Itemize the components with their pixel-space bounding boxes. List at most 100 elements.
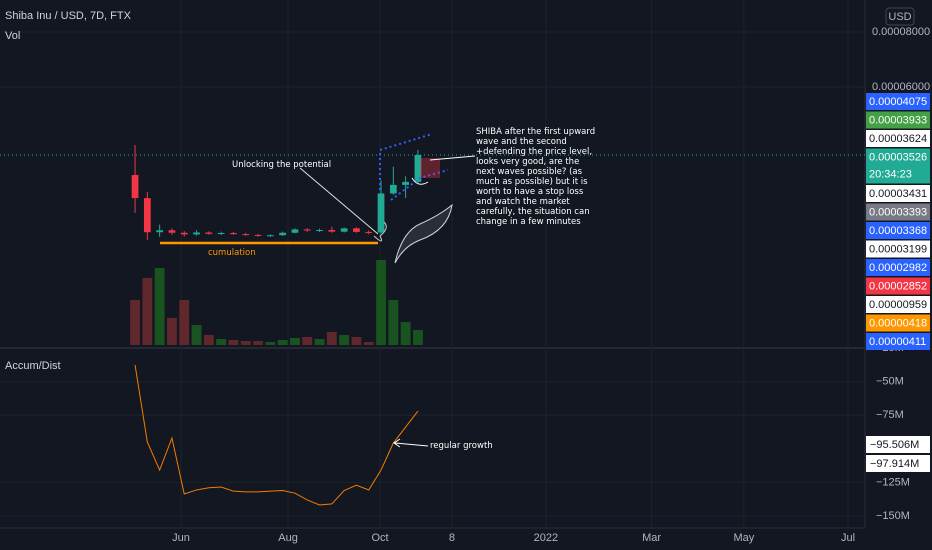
volume-bar <box>400 322 411 345</box>
price-countdown: 20:34:23 <box>869 168 912 180</box>
volume-bar <box>339 335 350 345</box>
volume-bar <box>216 339 227 345</box>
volume-bar <box>191 325 202 345</box>
wave-projection <box>390 169 449 201</box>
price-label-box <box>866 240 930 258</box>
y-tick-label: −150M <box>876 510 910 522</box>
y-tick-label: −125M <box>876 476 910 488</box>
chart-title: Shiba Inu / USD, 7D, FTX <box>5 10 132 22</box>
note-pointer <box>429 155 476 161</box>
price-label: 0.00002852 <box>869 280 927 292</box>
volume-bar <box>290 338 300 345</box>
growth-arrow <box>394 442 429 447</box>
x-tick-label: May <box>733 532 754 544</box>
price-label: 0.00000418 <box>869 317 927 329</box>
candle-body <box>180 232 188 235</box>
candle-body <box>377 193 385 233</box>
candle-body <box>254 234 262 236</box>
volume-bar <box>302 337 313 345</box>
candle-body <box>365 231 373 233</box>
volume-title: Vol <box>5 30 20 42</box>
candle-body <box>414 155 422 182</box>
candle-body <box>279 232 287 236</box>
candle-body <box>193 232 200 235</box>
y-tick-label: −50M <box>876 375 904 387</box>
volume-bar <box>130 300 140 345</box>
drawn-box <box>420 158 440 178</box>
candle-body <box>143 198 151 233</box>
price-label: 0.00003526 <box>869 151 927 163</box>
volume-bar <box>363 342 374 345</box>
price-label-box <box>866 111 930 129</box>
candle-body <box>389 184 397 194</box>
price-label: 0.00003624 <box>869 133 927 145</box>
volume-bar <box>179 300 190 345</box>
volume-bar <box>142 278 153 345</box>
price-label-box <box>866 277 930 295</box>
price-label: 0.00003368 <box>869 225 927 237</box>
price-label-box <box>866 130 930 147</box>
candle-body <box>402 181 410 185</box>
currency-label[interactable]: USD <box>888 11 911 23</box>
y-tick-label: 0.00008000 <box>872 26 930 38</box>
candle-body <box>156 230 164 233</box>
candle-body <box>168 230 176 233</box>
volume-bar <box>351 337 362 345</box>
drawings <box>160 133 476 448</box>
candle-body <box>266 235 274 237</box>
price-label: 0.00003199 <box>869 243 927 255</box>
volume-bar <box>265 342 276 345</box>
price-label-box <box>866 314 930 332</box>
price-label: 0.00003393 <box>869 206 927 218</box>
price-label-box <box>866 93 930 110</box>
volume-bar <box>240 341 251 345</box>
annotation: SHIBA after the first upward wave and th… <box>476 127 596 227</box>
candle-body <box>340 228 348 232</box>
price-label: 0.00003933 <box>869 114 927 126</box>
annotation: regular growth <box>430 441 493 451</box>
x-tick-label: 2022 <box>534 532 558 544</box>
indicator-title: Accum/Dist <box>5 360 61 372</box>
x-tick-label: Jul <box>841 532 855 544</box>
volume-bar <box>388 300 399 345</box>
volume-bar <box>228 340 239 345</box>
price-label-box <box>866 296 930 313</box>
indicator-label-box <box>866 436 930 453</box>
price-label: 0.00004075 <box>869 96 927 108</box>
price-label-box <box>866 203 930 221</box>
price-label: 0.00000959 <box>869 299 927 311</box>
price-label-box <box>866 185 930 202</box>
arrow-line <box>299 167 379 235</box>
volume-bar <box>167 318 177 345</box>
annotation: cumulation <box>208 248 256 258</box>
volume-bar <box>203 335 214 345</box>
price-label: 0.00000411 <box>869 336 926 348</box>
indicator-label: −97.914M <box>870 458 919 470</box>
candle-body <box>205 232 213 234</box>
wave-curve <box>411 177 429 185</box>
wave-projection <box>379 133 433 190</box>
volume-bar <box>253 341 263 345</box>
arrow-head <box>373 221 387 242</box>
candle-body <box>291 229 299 233</box>
price-label: 0.00002982 <box>869 262 927 274</box>
accum-dist-line <box>134 364 419 506</box>
volume-bar <box>413 330 423 345</box>
candle-body <box>303 229 311 231</box>
candle-body <box>328 230 336 232</box>
volume-bar <box>154 268 165 345</box>
x-tick-label: Aug <box>278 532 298 544</box>
wave-shape <box>394 203 453 264</box>
volume-bar <box>277 340 288 345</box>
x-tick-label: Oct <box>371 532 388 544</box>
candle-body <box>131 174 139 199</box>
y-tick-label: 0.00006000 <box>872 81 930 93</box>
indicator-label-box <box>866 455 930 472</box>
annotation: Unlocking the potential <box>232 160 332 170</box>
price-label-box <box>866 333 930 350</box>
volume-bar <box>314 339 325 345</box>
currency-button[interactable] <box>885 7 915 26</box>
growth-arrow-head <box>393 438 401 448</box>
